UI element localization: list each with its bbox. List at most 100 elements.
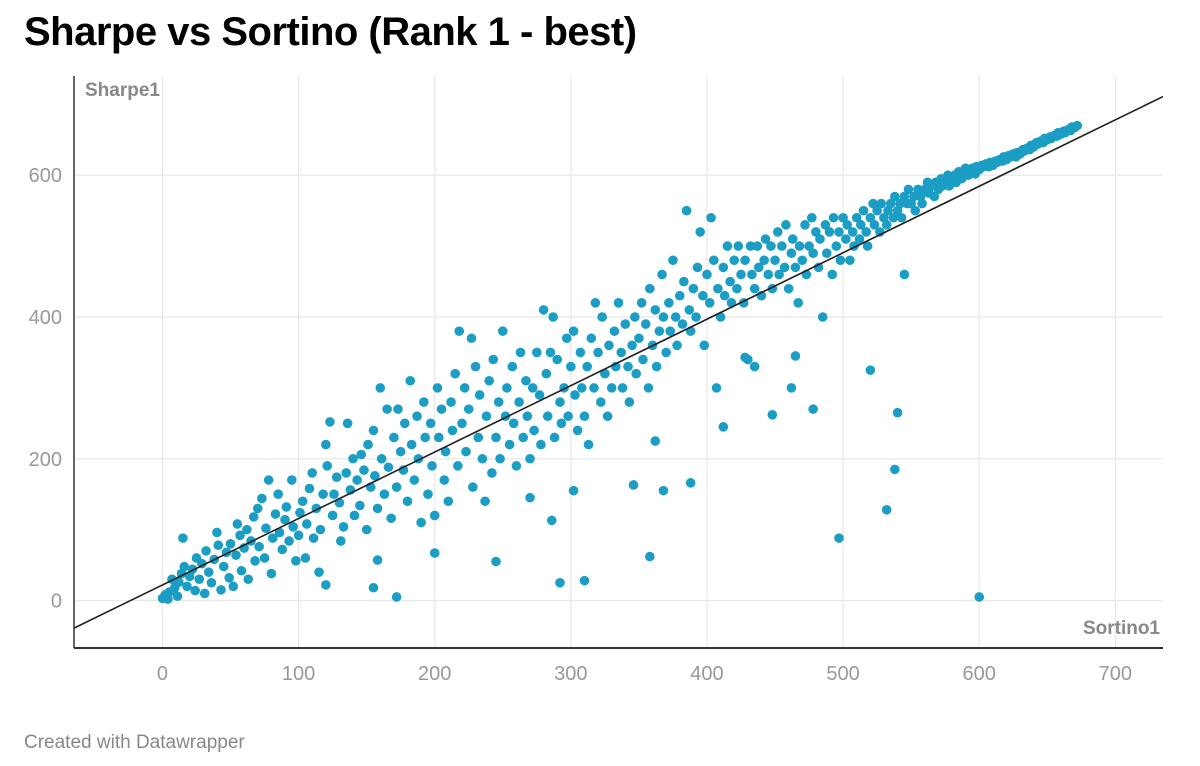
data-point: [668, 255, 678, 266]
data-point: [259, 553, 270, 563]
data-point: [405, 375, 416, 386]
data-point: [576, 383, 587, 393]
data-point: [685, 478, 696, 488]
data-point: [281, 502, 292, 512]
data-point: [163, 594, 173, 604]
data-point: [752, 241, 763, 251]
data-point: [767, 410, 778, 420]
data-point: [699, 340, 710, 351]
data-point: [623, 361, 633, 372]
data-point: [450, 368, 460, 379]
data-point: [903, 184, 914, 195]
data-point: [786, 383, 797, 393]
data-point: [507, 361, 518, 372]
data-point: [1072, 120, 1083, 131]
data-point: [760, 234, 771, 244]
data-point: [876, 198, 887, 209]
x-tick-label: 400: [690, 663, 723, 685]
data-point: [774, 269, 784, 280]
data-point: [793, 298, 803, 308]
data-point: [370, 470, 380, 481]
data-point: [617, 383, 628, 393]
data-point: [321, 580, 331, 590]
data-point: [504, 439, 515, 450]
data-point: [575, 347, 586, 358]
data-point: [834, 227, 844, 237]
data-point: [885, 198, 896, 209]
data-point: [579, 411, 590, 422]
data-point: [536, 439, 546, 450]
data-point: [579, 575, 590, 586]
data-point: [597, 312, 607, 322]
data-point: [684, 305, 695, 315]
data-point: [470, 361, 481, 372]
data-point: [828, 212, 839, 223]
data-point: [890, 464, 900, 475]
data-point: [178, 533, 188, 543]
data-point: [406, 439, 417, 450]
data-point: [454, 326, 465, 336]
x-tick-label: 300: [554, 663, 587, 685]
data-point: [753, 262, 764, 273]
data-point: [514, 397, 524, 407]
data-point: [541, 368, 552, 379]
data-point: [273, 489, 283, 499]
data-point: [555, 397, 565, 407]
data-point: [515, 347, 526, 358]
data-point: [677, 319, 688, 329]
data-point: [419, 397, 429, 407]
data-point: [713, 283, 723, 294]
data-point: [423, 489, 433, 499]
data-point: [487, 468, 497, 478]
data-point: [661, 347, 671, 358]
x-tick-label: 200: [418, 663, 451, 685]
data-point: [804, 241, 814, 251]
data-point: [624, 397, 635, 407]
data-point: [391, 592, 402, 602]
data-point: [248, 512, 259, 522]
data-point: [745, 241, 756, 251]
data-point: [736, 269, 746, 280]
data-point: [549, 432, 560, 443]
data-point: [895, 198, 906, 209]
data-point: [777, 241, 787, 251]
data-point: [548, 312, 558, 322]
data-point: [620, 319, 631, 329]
data-point: [616, 347, 627, 358]
data-point: [627, 340, 637, 351]
data-point: [267, 533, 278, 543]
data-point: [409, 475, 420, 485]
data-point: [590, 298, 601, 308]
data-point: [502, 383, 512, 393]
data-point: [770, 255, 780, 266]
data-point: [821, 248, 832, 258]
data-point: [556, 418, 567, 429]
data-point: [645, 551, 655, 562]
data-point: [266, 568, 277, 579]
data-point: [382, 404, 392, 414]
data-point: [568, 485, 579, 496]
data-point: [851, 212, 862, 223]
data-points: [157, 120, 1083, 604]
data-point: [293, 530, 304, 541]
data-point: [838, 212, 848, 223]
data-point: [842, 220, 852, 230]
data-point: [518, 432, 529, 443]
data-point: [552, 354, 563, 365]
data-point: [806, 212, 817, 223]
data-point: [854, 234, 865, 244]
data-point: [827, 269, 838, 280]
scatter-chart: 0 100 200 300 400 500 600 700 0 200 400 600 Sharpe1…: [29, 76, 1164, 685]
data-point: [391, 482, 402, 492]
y-tick-label: 600: [29, 165, 62, 187]
data-point: [270, 509, 281, 519]
data-point: [841, 234, 851, 244]
data-point: [322, 461, 332, 471]
data-point: [495, 453, 505, 464]
x-tick-label: 500: [826, 663, 859, 685]
data-point: [331, 472, 342, 482]
data-point: [206, 577, 217, 588]
data-point: [308, 533, 319, 543]
data-point: [480, 496, 490, 507]
data-point: [711, 383, 722, 393]
